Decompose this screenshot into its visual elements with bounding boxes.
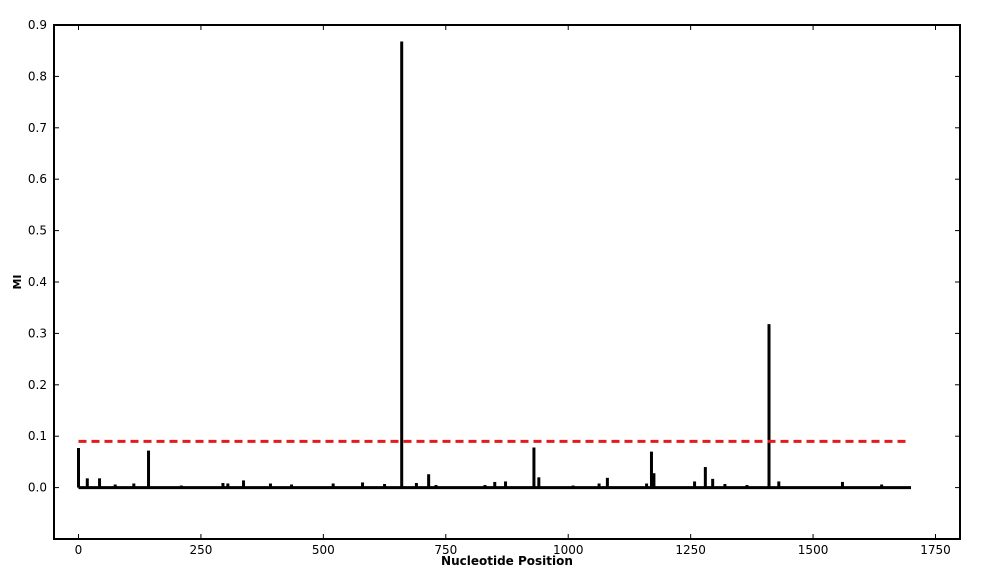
y-tick-label: 0.7: [28, 121, 47, 135]
x-tick-label: 1500: [798, 543, 829, 557]
y-tick-label: 0.3: [28, 326, 47, 340]
y-tick-label: 0.9: [28, 18, 47, 32]
y-tick-label: 0.0: [28, 481, 47, 495]
x-axis-label: Nucleotide Position: [441, 554, 573, 568]
y-axis-ticks: 0.0 0.1 0.2 0.3 0.4 0.5 0.6 0.7 0.8 0.9: [28, 18, 960, 495]
y-tick-label: 0.1: [28, 429, 47, 443]
x-tick-label: 0: [75, 543, 83, 557]
y-tick-label: 0.2: [28, 378, 47, 392]
x-axis-ticks: 0 250 500 750 1000 1250 1500 1750: [75, 25, 951, 557]
x-tick-label: 500: [312, 543, 335, 557]
y-tick-label: 0.5: [28, 224, 47, 238]
x-tick-label: 750: [434, 543, 457, 557]
y-axis-label: MI: [11, 274, 24, 289]
y-tick-label: 0.8: [28, 69, 47, 83]
x-tick-label: 1750: [920, 543, 951, 557]
y-tick-label: 0.4: [28, 275, 47, 289]
y-tick-label: 0.6: [28, 172, 47, 186]
x-tick-label: 1000: [553, 543, 584, 557]
plot-area: [76, 41, 912, 490]
plot-frame: [53, 24, 961, 540]
x-tick-label: 1250: [675, 543, 706, 557]
x-tick-label: 250: [189, 543, 212, 557]
